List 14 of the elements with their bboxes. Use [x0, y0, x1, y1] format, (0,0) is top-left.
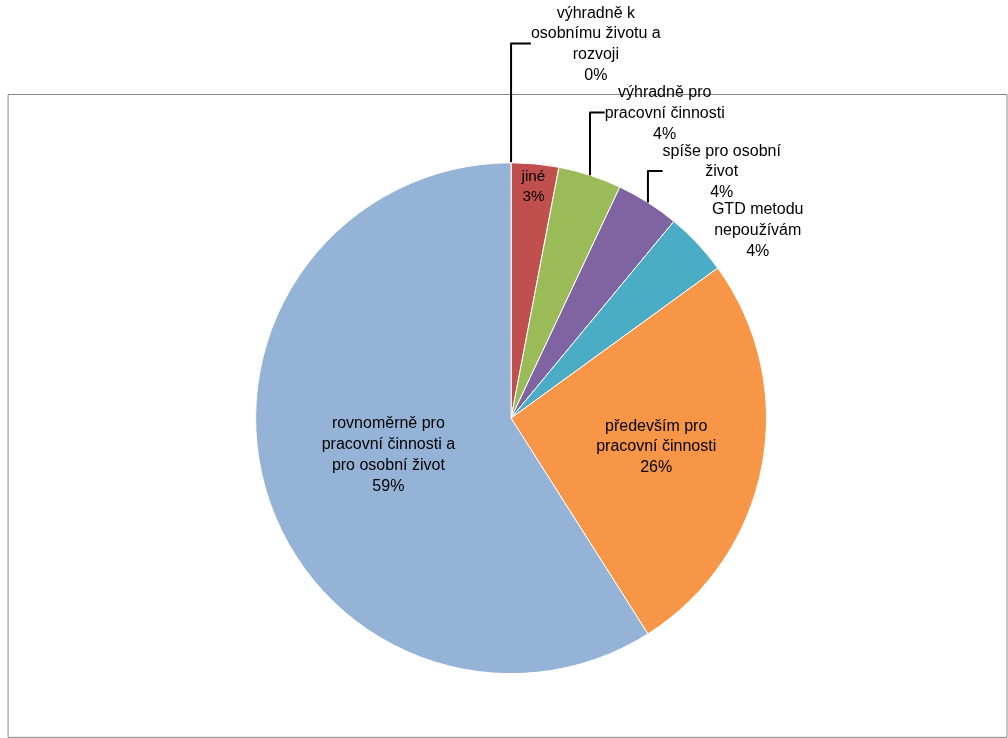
slice-label: především pro pracovní činnosti	[596, 416, 717, 455]
slice-label: výhradně pro pracovní činnosti	[604, 83, 725, 121]
text: 0%	[584, 66, 608, 84]
slice-label: GTD metodu nepoužívám	[711, 200, 804, 239]
slice-label: jiné	[520, 167, 546, 185]
category-label: výhradně k osobnímu životu a rozvoji	[530, 3, 661, 63]
data-label: 4%	[710, 183, 734, 201]
data-label: 4%	[746, 241, 770, 259]
slice-label: spíše pro osobní život	[662, 141, 782, 180]
data-label: 4%	[653, 124, 677, 142]
slice-label: rovnoměrně pro pracovní činnosti a pro osobní život	[321, 414, 456, 473]
data-label: 26%	[640, 458, 673, 476]
data-label: 59%	[372, 476, 405, 494]
data-label: 3%	[522, 186, 545, 204]
